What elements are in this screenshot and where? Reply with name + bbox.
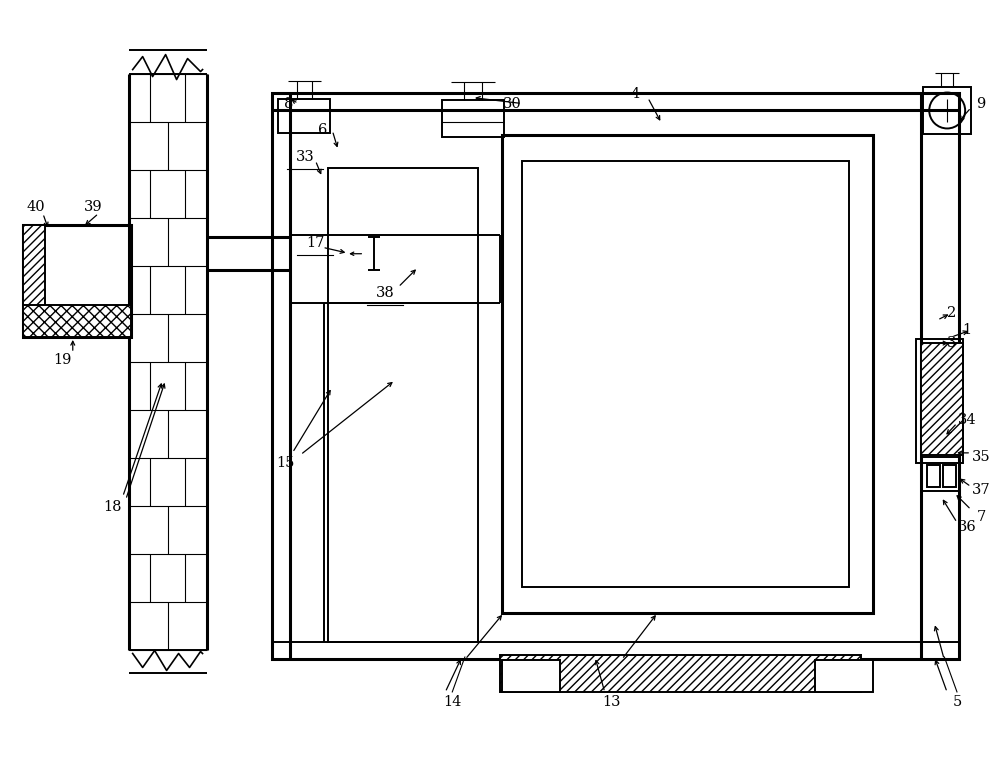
Bar <box>921 343 963 455</box>
Text: 1: 1 <box>963 323 972 337</box>
Text: 6: 6 <box>318 123 327 138</box>
Bar <box>927 465 940 487</box>
Text: 9: 9 <box>976 96 986 110</box>
Bar <box>502 660 560 692</box>
Text: 37: 37 <box>972 483 990 496</box>
Text: 13: 13 <box>603 695 621 709</box>
Text: 40: 40 <box>27 200 45 214</box>
Bar <box>23 225 45 307</box>
Bar <box>23 225 131 337</box>
Text: 17: 17 <box>306 236 325 250</box>
Text: 33: 33 <box>296 151 315 164</box>
Bar <box>916 339 963 463</box>
Bar <box>522 161 849 587</box>
Text: 15: 15 <box>276 456 295 470</box>
Text: 18: 18 <box>103 500 122 514</box>
Text: 3: 3 <box>946 336 956 350</box>
Bar <box>272 93 959 659</box>
Text: 2: 2 <box>947 306 956 320</box>
Text: 8: 8 <box>284 96 293 110</box>
Text: 5: 5 <box>953 695 962 709</box>
Text: 7: 7 <box>976 509 986 524</box>
Bar <box>943 465 956 487</box>
Text: 34: 34 <box>958 413 976 427</box>
Bar <box>328 168 478 303</box>
Text: 30: 30 <box>503 96 521 110</box>
Bar <box>923 86 971 135</box>
Text: 14: 14 <box>443 695 461 709</box>
Bar <box>278 99 330 133</box>
Bar <box>502 135 873 613</box>
Bar <box>442 99 504 138</box>
Bar <box>815 660 873 692</box>
Text: 36: 36 <box>958 519 977 534</box>
Text: 19: 19 <box>54 353 72 367</box>
Bar <box>500 655 861 692</box>
Bar <box>328 303 478 642</box>
Text: 35: 35 <box>972 450 990 464</box>
Text: 39: 39 <box>83 200 102 214</box>
Text: 4: 4 <box>630 86 639 100</box>
Bar <box>23 305 131 337</box>
Text: 38: 38 <box>376 286 395 300</box>
